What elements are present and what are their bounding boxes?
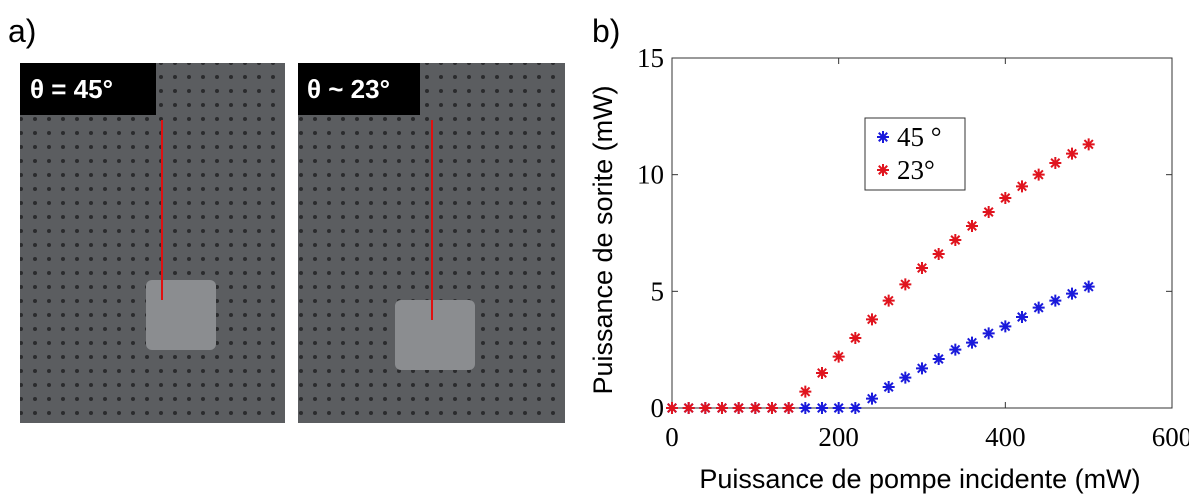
data-point [766, 402, 778, 414]
data-point [1082, 138, 1095, 151]
photo-caption: θ ~ 23° [307, 74, 390, 104]
data-point [699, 402, 712, 414]
y-tick-label: 15 [637, 43, 664, 73]
data-point [899, 278, 912, 291]
data-point [949, 234, 962, 246]
data-point [1032, 168, 1045, 181]
data-point [816, 402, 828, 414]
data-point [982, 206, 995, 218]
data-point [849, 332, 862, 344]
y-tick-label: 10 [637, 160, 664, 190]
data-point [732, 402, 745, 414]
plot-frame [671, 57, 1173, 409]
data-point [799, 385, 812, 398]
x-axis-label: Puissance de pompe incidente (mW) [699, 464, 1140, 494]
data-point [932, 248, 945, 260]
data-point [832, 402, 845, 414]
data-point [932, 353, 945, 365]
data-point [916, 362, 928, 375]
data-point [1066, 287, 1078, 300]
data-point [999, 320, 1012, 333]
data-point [666, 402, 678, 414]
y-tick-label: 0 [651, 393, 665, 423]
data-point [882, 381, 895, 393]
data-point [849, 402, 862, 414]
x-tick-label: 600 [1152, 422, 1189, 452]
panel-label: b) [592, 13, 620, 49]
data-point [1016, 180, 1028, 193]
x-tick-label: 400 [985, 422, 1026, 452]
data-point [1049, 294, 1062, 307]
data-point [982, 327, 995, 340]
data-point [882, 294, 895, 307]
legend-label: 45 ° [897, 122, 942, 152]
data-point [1016, 311, 1028, 323]
data-point [832, 350, 845, 363]
data-point [1049, 157, 1062, 169]
y-axis-label: Puissance de sorite (mW) [588, 85, 618, 394]
caption-box [20, 63, 156, 115]
x-tick-label: 0 [665, 422, 679, 452]
y-tick-label: 5 [651, 276, 665, 306]
data-point [916, 262, 928, 274]
legend-box [864, 117, 966, 191]
legend-marker [877, 131, 889, 143]
stage [395, 300, 475, 370]
data-point [999, 192, 1012, 204]
photo: θ ~ 23° [298, 63, 565, 423]
data-point [966, 220, 978, 232]
legend-label: 23° [897, 155, 935, 185]
data-point [816, 367, 828, 379]
stage [146, 280, 216, 350]
data-point [1082, 280, 1095, 293]
x-tick-label: 200 [818, 422, 859, 452]
photo-caption: θ = 45° [30, 74, 113, 104]
data-point [866, 392, 878, 405]
data-point [866, 313, 878, 326]
photo-bg [20, 63, 285, 423]
photo: θ = 45° [20, 63, 285, 423]
data-point [716, 402, 728, 414]
data-point [749, 402, 762, 414]
data-point [782, 402, 795, 414]
panel-label: a) [8, 13, 36, 49]
data-point [682, 402, 695, 414]
data-point [899, 371, 912, 384]
data-point [1032, 301, 1045, 314]
data-point [966, 336, 978, 349]
caption-box [298, 63, 420, 115]
data-point [799, 402, 812, 414]
legend-marker [877, 164, 889, 176]
data-point [1066, 147, 1078, 160]
data-point [949, 343, 962, 356]
